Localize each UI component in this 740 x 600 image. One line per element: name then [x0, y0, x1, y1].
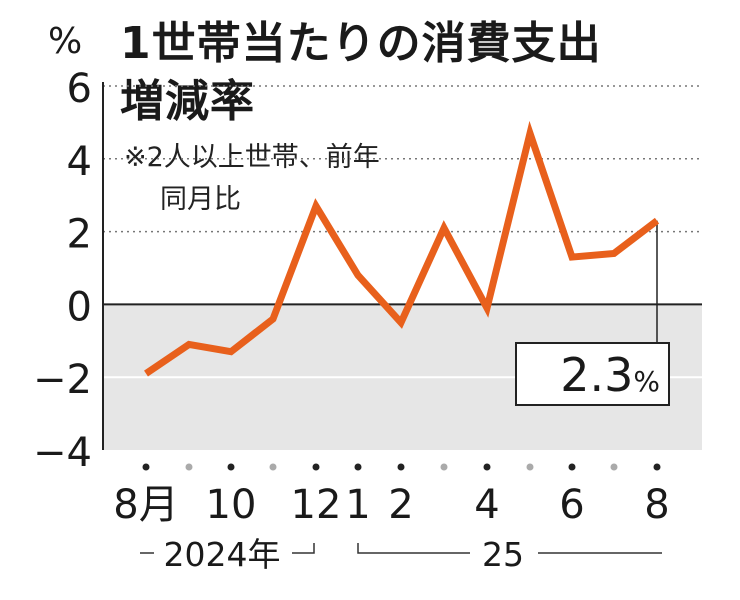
x-tick-label: 2 [388, 482, 413, 528]
y-tick-label: −4 [33, 430, 92, 476]
x-tick-label: 12 [291, 482, 342, 528]
x-tick-dot [526, 463, 534, 471]
series-line [144, 120, 660, 377]
x-tick-dot [483, 463, 491, 471]
x-tick-dot [227, 463, 235, 471]
chart-title-line-2: 増減率 [120, 76, 255, 127]
chart-note-line-2: 同月比 [160, 184, 241, 215]
x-tick-dot [568, 463, 576, 471]
x-tick-dot [142, 463, 150, 471]
y-tick-label: 2 [67, 212, 92, 258]
x-tick-dot [312, 463, 320, 471]
x-tick-label: 4 [474, 482, 499, 528]
latest-value-callout: 2.3% [515, 342, 670, 406]
chart-title-line-1: 1世帯当たりの消費支出 [120, 18, 602, 69]
year-bracket-2025-left [357, 543, 470, 554]
year-bracket-2024-right [292, 543, 315, 554]
callout-unit: % [633, 365, 660, 398]
y-unit-label: % [48, 21, 83, 62]
callout-value: 2.3 [560, 348, 634, 402]
x-tick-dot [610, 463, 618, 471]
x-tick-dot [653, 463, 661, 471]
x-tick-dot [397, 463, 405, 471]
year-label-2025: 25 [482, 535, 524, 574]
x-tick-dot [440, 463, 448, 471]
x-tick-dot [185, 463, 193, 471]
year-label-2024: 2024年 [164, 535, 281, 574]
x-tick-label: 10 [206, 482, 257, 528]
chart-note-line-1: ※2人以上世帯、前年 [124, 142, 380, 173]
y-tick-label: 4 [67, 139, 92, 185]
y-tick-label: 0 [67, 284, 92, 330]
x-tick-dot [269, 463, 277, 471]
x-tick-dot [354, 463, 362, 471]
y-tick-label: −2 [33, 357, 92, 403]
x-tick-label: 1 [345, 482, 370, 528]
y-tick-label: 6 [67, 66, 92, 112]
x-tick-label: 8 [644, 482, 669, 528]
x-tick-label: 6 [559, 482, 584, 528]
x-tick-label: 8月 [113, 482, 178, 528]
